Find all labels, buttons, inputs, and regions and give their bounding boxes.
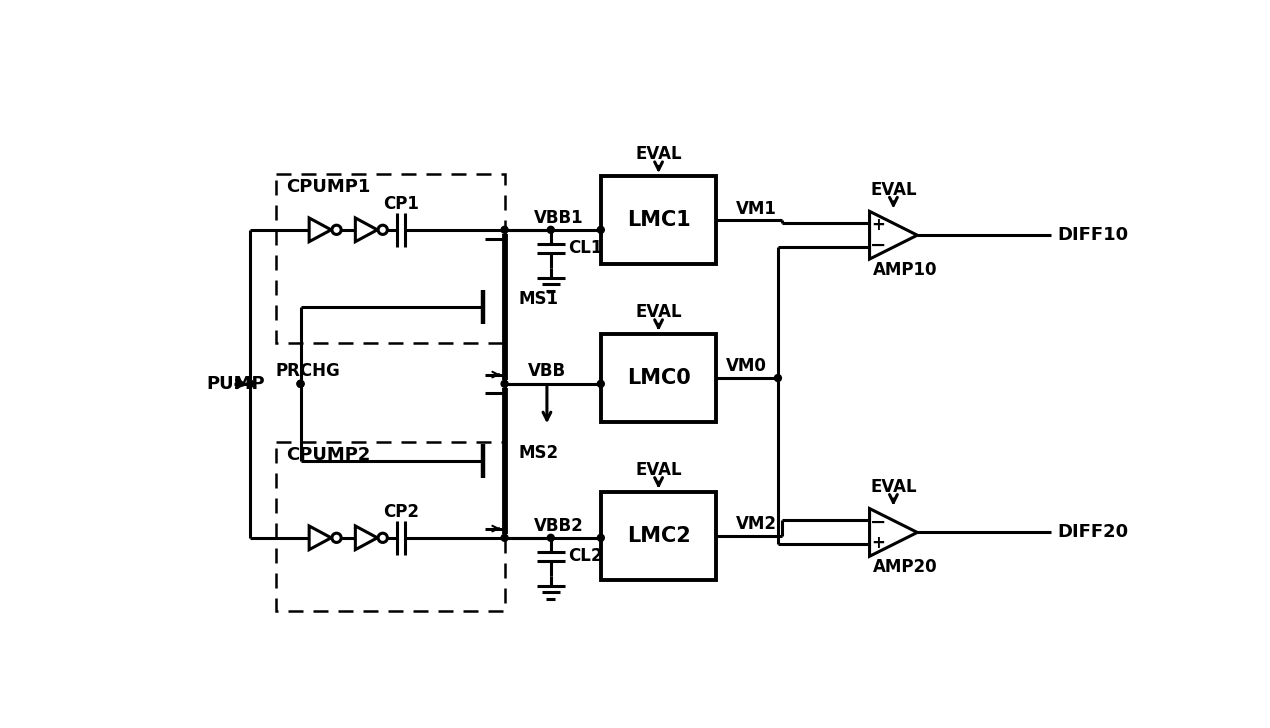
- Text: MS1: MS1: [518, 290, 559, 308]
- Text: CPUMP1: CPUMP1: [286, 178, 371, 197]
- Circle shape: [246, 380, 254, 387]
- Text: LMC2: LMC2: [626, 526, 691, 546]
- Polygon shape: [356, 526, 377, 550]
- Circle shape: [775, 375, 781, 381]
- Polygon shape: [309, 526, 331, 550]
- Polygon shape: [870, 211, 917, 259]
- Text: EVAL: EVAL: [870, 181, 917, 199]
- Text: VM1: VM1: [735, 199, 776, 218]
- Circle shape: [297, 380, 304, 387]
- Bar: [601, 333, 716, 422]
- Text: CL2: CL2: [568, 547, 602, 565]
- Text: LMC0: LMC0: [626, 368, 691, 388]
- Text: +: +: [871, 534, 885, 552]
- Polygon shape: [870, 509, 917, 556]
- Text: VM2: VM2: [735, 515, 776, 534]
- Text: VBB: VBB: [528, 363, 566, 381]
- Text: EVAL: EVAL: [635, 461, 682, 479]
- Text: EVAL: EVAL: [635, 303, 682, 321]
- Text: VBB2: VBB2: [533, 518, 584, 535]
- Text: EVAL: EVAL: [635, 146, 682, 163]
- Polygon shape: [356, 218, 377, 242]
- Circle shape: [331, 533, 342, 542]
- Polygon shape: [309, 218, 331, 242]
- Text: −: −: [870, 236, 886, 256]
- Text: MS2: MS2: [518, 444, 559, 462]
- Text: PRCHG: PRCHG: [276, 363, 340, 381]
- Text: AMP20: AMP20: [872, 558, 937, 576]
- Text: CP1: CP1: [384, 194, 419, 213]
- Circle shape: [597, 380, 605, 387]
- Circle shape: [378, 225, 387, 234]
- Bar: [276, 442, 504, 611]
- Circle shape: [331, 225, 342, 234]
- Text: CP2: CP2: [384, 502, 419, 521]
- Circle shape: [597, 226, 605, 233]
- Bar: [276, 173, 504, 343]
- Text: CPUMP2: CPUMP2: [286, 446, 371, 464]
- Circle shape: [502, 226, 508, 233]
- Text: EVAL: EVAL: [870, 478, 917, 496]
- Text: VM0: VM0: [725, 357, 766, 376]
- Circle shape: [502, 534, 508, 542]
- Text: CL1: CL1: [568, 240, 602, 257]
- Text: VBB1: VBB1: [533, 209, 583, 227]
- Bar: [601, 491, 716, 580]
- Text: −: −: [870, 513, 886, 531]
- Text: +: +: [871, 215, 885, 234]
- Bar: [601, 176, 716, 264]
- Text: DIFF10: DIFF10: [1058, 226, 1129, 244]
- Text: DIFF20: DIFF20: [1058, 523, 1129, 542]
- Circle shape: [547, 226, 554, 233]
- Text: PUMP: PUMP: [207, 375, 265, 393]
- Text: LMC1: LMC1: [626, 210, 691, 230]
- Circle shape: [597, 534, 605, 542]
- Circle shape: [547, 534, 554, 542]
- Circle shape: [502, 380, 508, 387]
- Circle shape: [297, 380, 304, 387]
- Circle shape: [378, 533, 387, 542]
- Text: AMP10: AMP10: [872, 261, 937, 279]
